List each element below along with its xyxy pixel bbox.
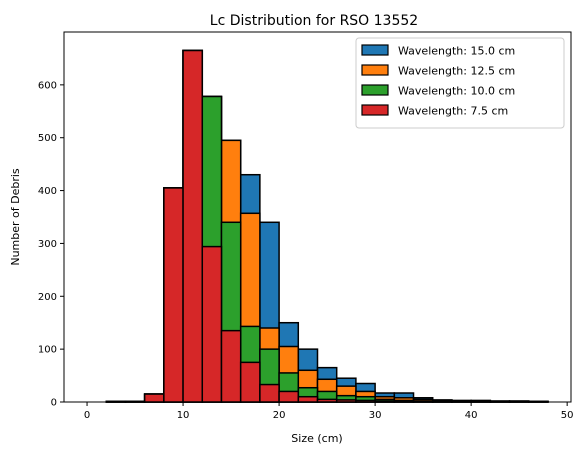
y-tick-label: 600	[38, 80, 57, 91]
legend-label: Wavelength: 7.5 cm	[398, 105, 508, 118]
legend-swatch	[361, 64, 389, 76]
bar-series-4-bin-4	[163, 187, 184, 403]
y-tick-label: 200	[38, 292, 57, 303]
legend-swatch	[361, 44, 389, 56]
y-tick-label: 300	[38, 239, 57, 250]
legend-label: Wavelength: 12.5 cm	[398, 65, 515, 78]
y-tick-label: 500	[38, 133, 57, 144]
y-tick-label: 400	[38, 186, 57, 197]
legend-box	[355, 37, 565, 129]
bar-series-4-bin-11	[297, 395, 319, 403]
x-tick-label: 0	[84, 410, 90, 421]
legend: Wavelength: 15.0 cm Wavelength: 12.5 cm Wa…	[355, 37, 565, 129]
y-axis-label: Number of Debris	[9, 168, 22, 266]
bar-series-4-bin-10	[278, 390, 300, 403]
legend-swatch	[361, 104, 389, 116]
y-axis-ticks: 0 100 200 300 400 500 600	[38, 80, 64, 409]
legend-swatch	[361, 84, 389, 96]
x-tick-label: 40	[465, 410, 478, 421]
bar-series-4-bin-7	[220, 329, 242, 403]
bar-series-4-bin-6	[201, 245, 223, 403]
bar-series-4-bin-8	[239, 361, 261, 403]
x-axis-label: Size (cm)	[291, 432, 342, 445]
x-tick-label: 10	[177, 410, 190, 421]
plot-frame	[63, 31, 572, 403]
bar-series-4-bin-9	[259, 383, 280, 403]
bar-series-4-bin-3	[143, 393, 165, 403]
x-axis-ticks: 0 10 20 30 40 50	[84, 402, 574, 421]
y-tick-label: 0	[51, 398, 57, 409]
legend-label: Wavelength: 15.0 cm	[398, 45, 515, 58]
legend-label: Wavelength: 10.0 cm	[398, 85, 515, 98]
x-tick-label: 20	[273, 410, 286, 421]
bar-series-4-bin-5	[182, 49, 204, 403]
x-tick-label: 50	[561, 410, 574, 421]
chart-title: Lc Distribution for RSO 13552	[210, 13, 418, 29]
x-tick-label: 30	[369, 410, 382, 421]
y-tick-label: 100	[38, 345, 57, 356]
